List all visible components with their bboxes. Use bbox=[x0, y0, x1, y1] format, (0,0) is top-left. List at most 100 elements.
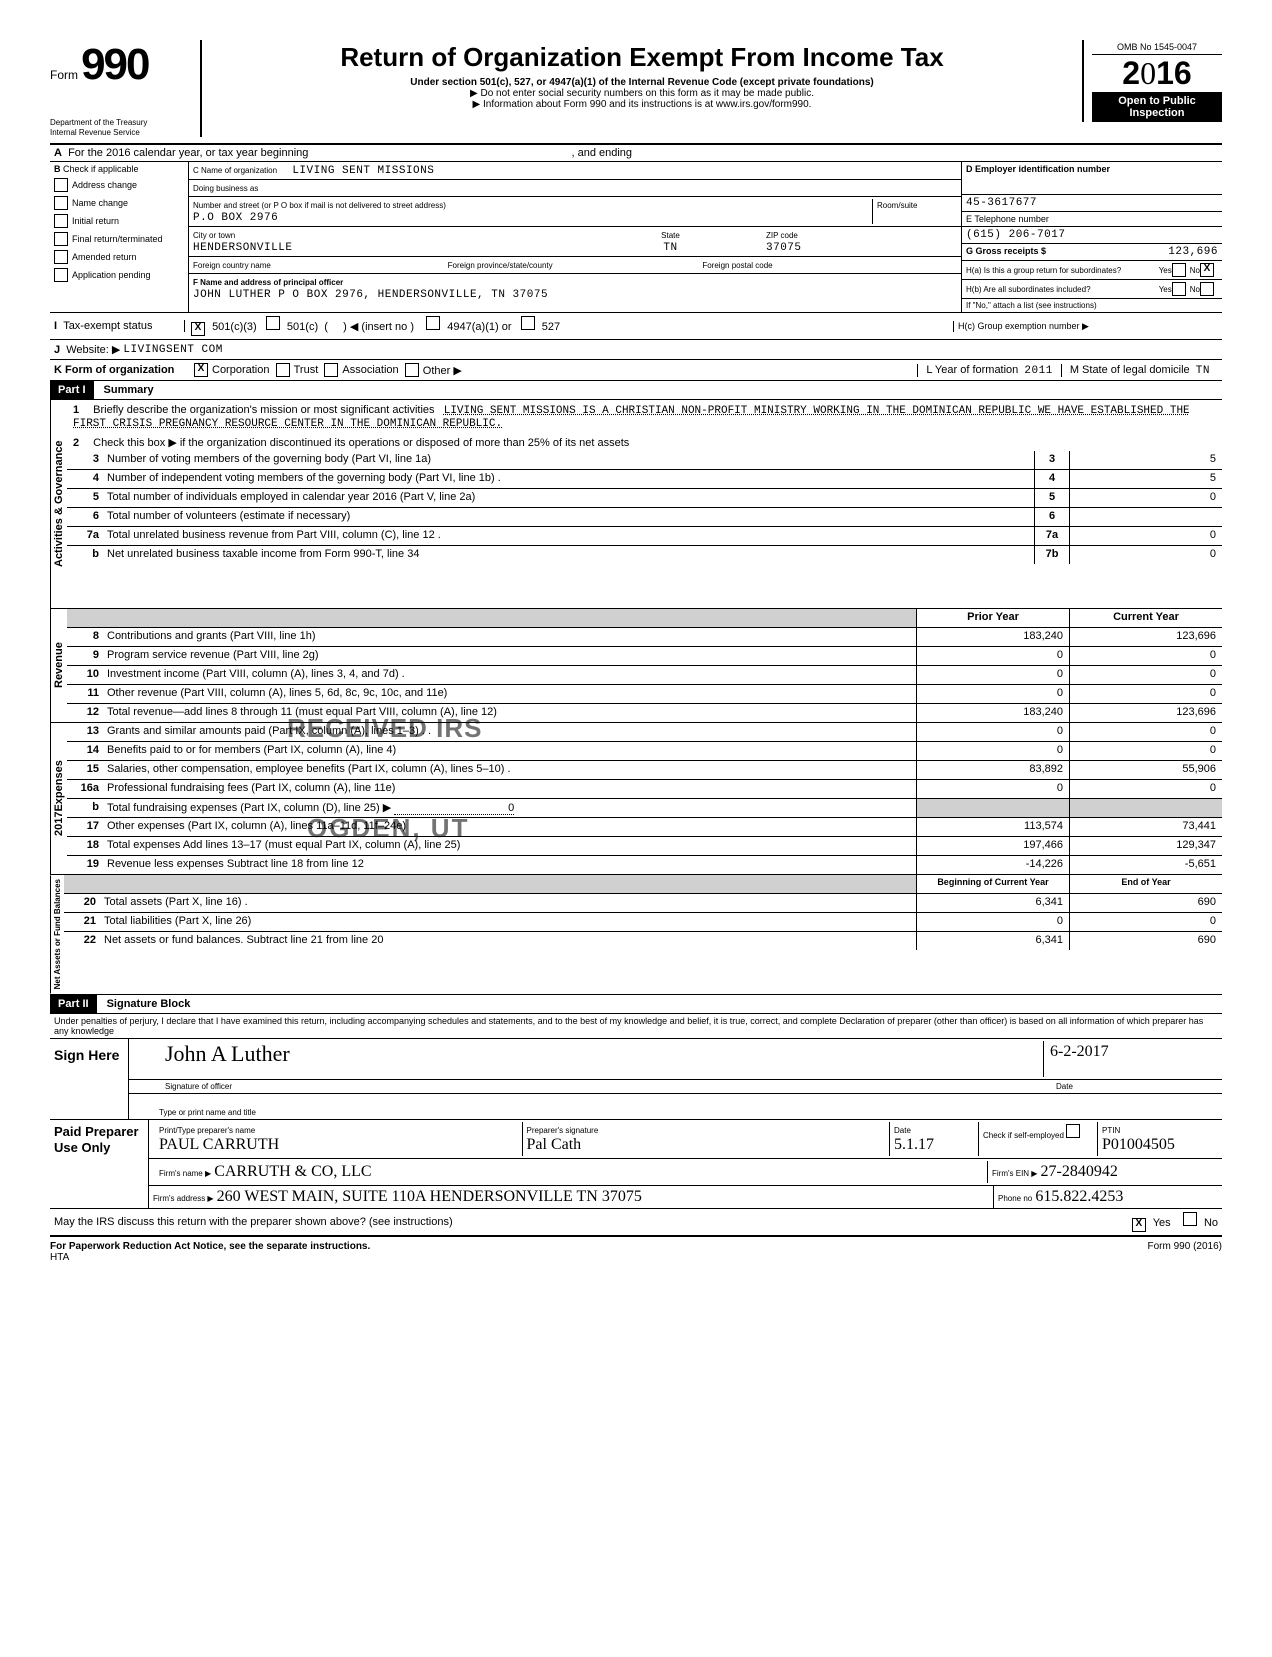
chk-assoc[interactable] bbox=[324, 363, 338, 377]
line-7b: bNet unrelated business taxable income f… bbox=[67, 546, 1222, 564]
ha-no[interactable]: X bbox=[1200, 263, 1214, 277]
line-20: 20Total assets (Part X, line 16) .6,3416… bbox=[64, 894, 1222, 913]
phone: (615) 206-7017 bbox=[966, 229, 1065, 241]
chk-self-employed[interactable] bbox=[1066, 1124, 1080, 1138]
open-public: Open to Public Inspection bbox=[1092, 92, 1222, 122]
ein: 45-3617677 bbox=[966, 197, 1037, 209]
firm-phone: 615.822.4253 bbox=[1035, 1188, 1123, 1205]
state: TN bbox=[663, 242, 677, 254]
ha-yes[interactable] bbox=[1172, 263, 1186, 277]
line-14: 14Benefits paid to or for members (Part … bbox=[67, 742, 1222, 761]
line-16a: 16aProfessional fundraising fees (Part I… bbox=[67, 780, 1222, 799]
subtitle-2: ▶ Do not enter social security numbers o… bbox=[212, 88, 1072, 99]
discuss-row: May the IRS discuss this return with the… bbox=[50, 1209, 1222, 1237]
line-3: 3Number of voting members of the governi… bbox=[67, 451, 1222, 470]
line-12: 12Total revenue—add lines 8 through 11 (… bbox=[67, 704, 1222, 722]
col-c-org: C Name of organization LIVING SENT MISSI… bbox=[189, 162, 961, 312]
section-expenses: 2017Expenses RECEIVED IRS OGDEN, UT 13Gr… bbox=[50, 723, 1222, 875]
form-title: Return of Organization Exempt From Incom… bbox=[212, 42, 1072, 73]
line-4: 4Number of independent voting members of… bbox=[67, 470, 1222, 489]
entity-block: B Check if applicable Address change Nam… bbox=[50, 162, 1222, 313]
form-number: 990 bbox=[81, 40, 148, 89]
year-cell: OMB No 1545-0047 2016 Open to Public Ins… bbox=[1082, 40, 1222, 122]
hb-no[interactable] bbox=[1200, 282, 1214, 296]
line-16b: bTotal fundraising expenses (Part IX, co… bbox=[67, 799, 1222, 818]
line-f: F Name and address of principal officer … bbox=[189, 274, 961, 303]
chk-trust[interactable] bbox=[276, 363, 290, 377]
chk-501c[interactable] bbox=[266, 316, 280, 330]
officer-signature: John A Luther bbox=[135, 1041, 1043, 1077]
section-governance: Activities & Governance 1Briefly describ… bbox=[50, 400, 1222, 609]
line-17: 17Other expenses (Part IX, column (A), l… bbox=[67, 818, 1222, 837]
title-cell: Return of Organization Exempt From Incom… bbox=[202, 40, 1082, 110]
form-990-page: Form 990 Department of the Treasury Inte… bbox=[50, 40, 1222, 1263]
tax-year: 2016 bbox=[1092, 55, 1222, 92]
line-7a: 7aTotal unrelated business revenue from … bbox=[67, 527, 1222, 546]
line-hb: H(b) Are all subordinates included? Yes … bbox=[962, 280, 1222, 299]
na-header: Beginning of Current Year End of Year bbox=[64, 875, 1222, 894]
line-19: 19Revenue less expenses Subtract line 18… bbox=[67, 856, 1222, 874]
line-a: A For the 2016 calendar year, or tax yea… bbox=[50, 145, 1222, 162]
website: LIVINGSENT COM bbox=[123, 344, 222, 356]
footer: For Paperwork Reduction Act Notice, see … bbox=[50, 1237, 1222, 1263]
zip: 37075 bbox=[766, 242, 802, 254]
sig-date: 6-2-2017 bbox=[1050, 1043, 1109, 1060]
chk-501c3[interactable]: X bbox=[191, 322, 205, 336]
line-5: 5Total number of individuals employed in… bbox=[67, 489, 1222, 508]
org-name: LIVING SENT MISSIONS bbox=[292, 165, 434, 177]
chk-amended[interactable]: Amended return bbox=[54, 250, 184, 264]
section-revenue: Revenue Prior Year Current Year 8Contrib… bbox=[50, 609, 1222, 723]
line-22: 22Net assets or fund balances. Subtract … bbox=[64, 932, 1222, 950]
omb-number: OMB No 1545-0047 bbox=[1092, 40, 1222, 55]
line-15: 15Salaries, other compensation, employee… bbox=[67, 761, 1222, 780]
subtitle-3: ▶ Information about Form 990 and its ins… bbox=[212, 99, 1072, 110]
section-net-assets: Net Assets or Fund Balances Beginning of… bbox=[50, 875, 1222, 994]
line-6: 6Total number of volunteers (estimate if… bbox=[67, 508, 1222, 527]
paid-preparer-block: Paid Preparer Use Only Print/Type prepar… bbox=[50, 1120, 1222, 1209]
city: HENDERSONVILLE bbox=[193, 242, 292, 254]
perjury-text: Under penalties of perjury, I declare th… bbox=[50, 1014, 1222, 1039]
line-2: 2Check this box ▶ if the organization di… bbox=[67, 434, 1222, 451]
sign-here-block: Sign Here John A Luther 6-2-2017 Signatu… bbox=[50, 1039, 1222, 1120]
line-ha: H(a) Is this a group return for subordin… bbox=[962, 261, 1222, 280]
line-13: 13Grants and similar amounts paid (Part … bbox=[67, 723, 1222, 742]
line-k: K Form of organization X Corporation Tru… bbox=[50, 360, 1222, 381]
dept-treasury: Department of the Treasury Internal Reve… bbox=[50, 118, 190, 137]
line-18: 18Total expenses Add lines 13–17 (must e… bbox=[67, 837, 1222, 856]
firm-name: CARRUTH & CO, LLC bbox=[214, 1163, 371, 1180]
form-header: Form 990 Department of the Treasury Inte… bbox=[50, 40, 1222, 145]
firm-address: 260 WEST MAIN, SUITE 110A HENDERSONVILLE… bbox=[217, 1188, 642, 1205]
discuss-yes[interactable]: X bbox=[1132, 1218, 1146, 1232]
chk-other[interactable] bbox=[405, 363, 419, 377]
preparer-name: PAUL CARRUTH bbox=[159, 1136, 279, 1153]
col-d: D Employer identification number 45-3617… bbox=[961, 162, 1222, 312]
chk-corp[interactable]: X bbox=[194, 363, 208, 377]
line-8: 8Contributions and grants (Part VIII, li… bbox=[67, 628, 1222, 647]
chk-4947[interactable] bbox=[426, 316, 440, 330]
preparer-sig: Pal Cath bbox=[527, 1136, 582, 1153]
line-i: I Tax-exempt status X 501(c)(3) 501(c) (… bbox=[50, 313, 1222, 340]
chk-527[interactable] bbox=[521, 316, 535, 330]
chk-initial-return[interactable]: Initial return bbox=[54, 214, 184, 228]
chk-address-change[interactable]: Address change bbox=[54, 178, 184, 192]
rev-header: Prior Year Current Year bbox=[67, 609, 1222, 628]
line-1: 1Briefly describe the organization's mis… bbox=[67, 400, 1222, 434]
part-ii-header: Part II Signature Block bbox=[50, 995, 1222, 1014]
chk-app-pending[interactable]: Application pending bbox=[54, 268, 184, 282]
line-11: 11Other revenue (Part VIII, column (A), … bbox=[67, 685, 1222, 704]
hb-yes[interactable] bbox=[1172, 282, 1186, 296]
discuss-no[interactable] bbox=[1183, 1212, 1197, 1226]
chk-final-return[interactable]: Final return/terminated bbox=[54, 232, 184, 246]
gross-receipts: 123,696 bbox=[1168, 246, 1218, 258]
ptin: P01004505 bbox=[1102, 1136, 1175, 1153]
officer: JOHN LUTHER P O BOX 2976, HENDERSONVILLE… bbox=[193, 289, 548, 301]
line-9: 9Program service revenue (Part VIII, lin… bbox=[67, 647, 1222, 666]
line-j: J Website: ▶ LIVINGSENT COM bbox=[50, 340, 1222, 360]
firm-ein: 27-2840942 bbox=[1041, 1163, 1118, 1180]
line-hc: H(c) Group exemption number ▶ bbox=[953, 321, 1218, 332]
subtitle-1: Under section 501(c), 527, or 4947(a)(1)… bbox=[212, 77, 1072, 88]
chk-name-change[interactable]: Name change bbox=[54, 196, 184, 210]
street: P.O BOX 2976 bbox=[193, 212, 278, 224]
col-b-checkboxes: B Check if applicable Address change Nam… bbox=[50, 162, 189, 312]
form-word: Form bbox=[50, 68, 78, 82]
